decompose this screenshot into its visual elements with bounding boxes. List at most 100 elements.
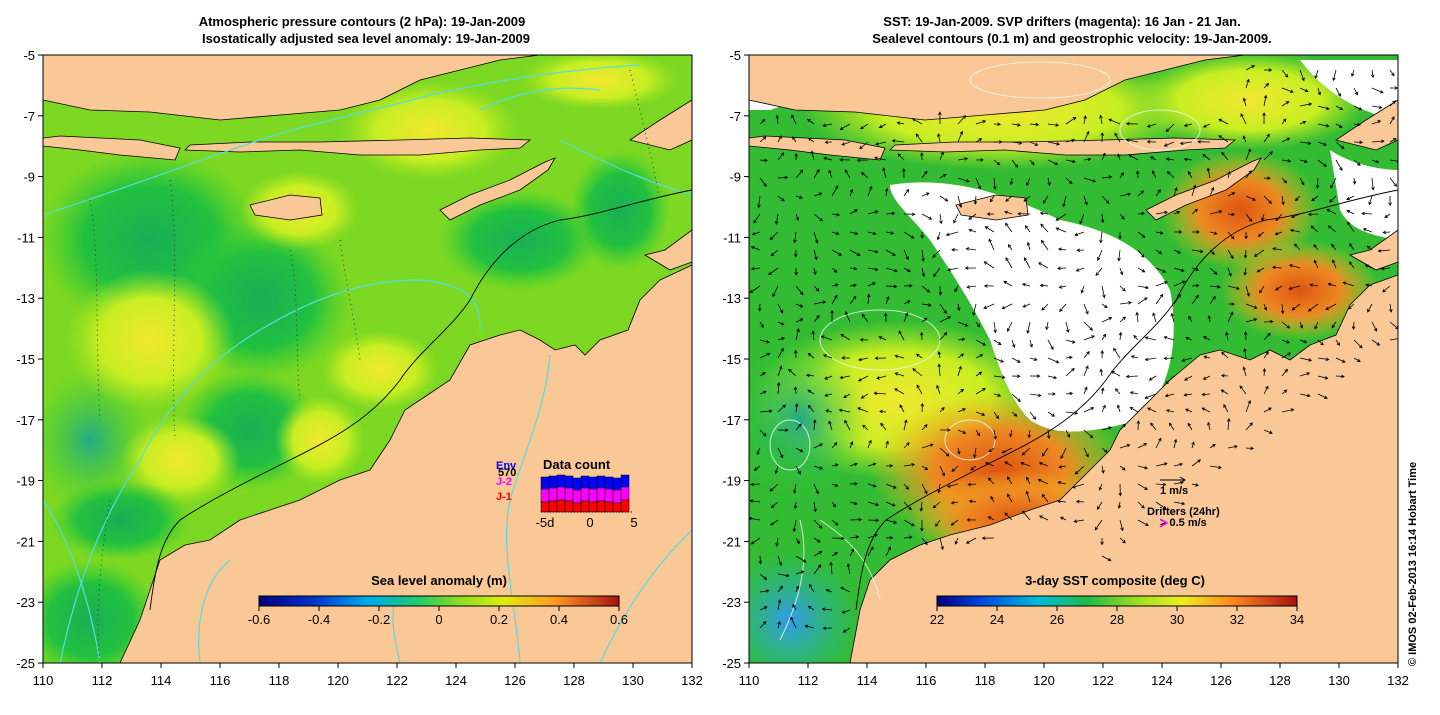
dc-bar-j1	[589, 502, 597, 512]
right-y-tick-label: -11	[723, 230, 741, 245]
right-colorbar-tick-label: 30	[1170, 612, 1184, 627]
dc-bar-j1	[565, 501, 573, 512]
left-y-tick-label: -17	[16, 413, 35, 428]
left-colorbar-tick-label: -0.6	[248, 612, 270, 627]
right-colorbar-tick-label: 28	[1110, 612, 1124, 627]
right-x-tick-label: 122	[1092, 673, 1114, 688]
dc-bar-j2	[613, 490, 621, 503]
dc-bar-j2	[541, 489, 549, 502]
right-y-tick-label: -23	[722, 595, 741, 610]
left-title-line1: Atmospheric pressure contours (2 hPa): 1…	[199, 14, 526, 29]
dc-bar-j2	[557, 487, 565, 500]
right-x-tick-label: 118	[975, 673, 996, 688]
right-y-tick-label: -5	[729, 48, 741, 63]
right-x-tick-label: 124	[1151, 673, 1173, 688]
left-y-tick-label: -25	[16, 656, 35, 671]
left-colorbar-tick-label: 0.2	[490, 612, 508, 627]
dc-bar-j2	[597, 488, 605, 501]
dc-bar-j1	[621, 500, 629, 512]
right-y-tick-label: -21	[722, 534, 741, 549]
right-x-tick-label: 132	[1387, 673, 1409, 688]
left-map: Atmospheric pressure contours (2 hPa): 1…	[16, 14, 703, 688]
left-y-tick-label: -15	[16, 352, 35, 367]
right-x-tick-label: 116	[916, 673, 937, 688]
right-map-field	[720, 50, 1401, 690]
dc-bar-j2	[581, 488, 589, 501]
left-colorbar-tick-label: 0.6	[610, 612, 628, 627]
left-y-tick-label: -21	[16, 534, 35, 549]
dc-bar-j2	[573, 490, 581, 503]
right-y-axis: -5-7-9-11-13-15-17-19-21-23-25	[722, 48, 749, 671]
right-colorbar-label: 3-day SST composite (deg C)	[1025, 573, 1205, 588]
left-y-tick-label: -11	[17, 230, 35, 245]
right-y-tick-label: -15	[722, 352, 741, 367]
left-y-tick-label: -23	[16, 595, 35, 610]
right-y-tick-label: -9	[729, 170, 741, 185]
left-x-tick-label: 122	[386, 673, 408, 688]
dc-bar-j2	[549, 488, 557, 501]
left-colorbar-label: Sea level anomaly (m)	[371, 573, 507, 588]
legend-j2: J-2	[496, 476, 512, 488]
right-colorbar-tick-label: 24	[990, 612, 1004, 627]
credit-text: © IMOS 02-Feb-2013 16:14 Hobart Time	[1407, 462, 1419, 666]
dc-bar-env	[589, 477, 597, 489]
right-y-tick-label: -17	[722, 413, 741, 428]
right-x-tick-label: 128	[1269, 673, 1291, 688]
left-x-tick-label: 120	[327, 673, 349, 688]
right-colorbar-tick-label: 26	[1050, 612, 1064, 627]
dc-bar-env	[573, 478, 581, 490]
dc-axis-right: 5	[630, 515, 637, 530]
right-x-tick-label: 126	[1210, 673, 1232, 688]
dc-bar-j1	[557, 500, 565, 512]
left-x-tick-label: 124	[445, 673, 467, 688]
right-x-tick-label: 130	[1328, 673, 1350, 688]
right-colorbar-tick-label: 32	[1230, 612, 1244, 627]
right-x-tick-label: 112	[798, 673, 819, 688]
right-y-tick-label: -25	[722, 656, 741, 671]
dc-bar-env	[549, 476, 557, 488]
dc-bar-j2	[605, 489, 613, 502]
right-y-tick-label: -19	[722, 474, 741, 489]
right-colorbar-tick-label: 34	[1290, 612, 1304, 627]
left-y-tick-label: -5	[23, 48, 35, 63]
dc-bar-j2	[589, 489, 597, 502]
velocity-arrow-head	[1399, 337, 1402, 340]
left-x-tick-label: 130	[622, 673, 644, 688]
left-title-line2: Isostatically adjusted sea level anomaly…	[202, 31, 530, 46]
dc-bar-j2	[565, 488, 573, 501]
dc-axis-left: -5d	[536, 515, 555, 530]
velocity-arrow	[1317, 178, 1318, 188]
dc-bar-j1	[613, 503, 621, 512]
dc-bar-j1	[581, 501, 589, 512]
dc-bar-env	[581, 476, 589, 488]
dc-bar-env	[541, 477, 549, 489]
right-colorbar-tick-label: 22	[930, 612, 944, 627]
left-colorbar-tick-label: -0.4	[308, 612, 330, 627]
left-y-axis: -5 -7 -9 -11 -13 -15 -17 -19 -21 -23 -25	[16, 48, 43, 671]
left-y-tick-label: -13	[16, 291, 35, 306]
dc-bar-j2	[621, 487, 629, 500]
data-count-bars	[541, 475, 629, 512]
left-x-tick-label: 114	[151, 673, 172, 688]
left-y-tick-label: -9	[23, 170, 35, 185]
left-colorbar-tick-label: 0	[435, 612, 442, 627]
dc-bar-env	[557, 475, 565, 487]
left-y-tick-label: -7	[23, 109, 35, 124]
left-y-tick-label: -19	[16, 474, 35, 489]
dc-bar-env	[565, 476, 573, 488]
left-x-tick-label: 116	[210, 673, 231, 688]
right-x-tick-label: 120	[1033, 673, 1055, 688]
right-x-tick-label: 110	[739, 673, 760, 688]
dc-bar-j1	[541, 502, 549, 512]
dc-bar-env	[613, 478, 621, 490]
dc-bar-env	[621, 475, 629, 487]
velocity-scale-label: 1 m/s	[1160, 485, 1188, 497]
dc-bar-j1	[549, 501, 557, 512]
left-colorbar-tick-label: -0.2	[368, 612, 390, 627]
velocity-scale: 1 m/s	[1160, 477, 1188, 497]
data-count-title: Data count	[543, 457, 611, 472]
left-x-tick-label: 118	[269, 673, 290, 688]
